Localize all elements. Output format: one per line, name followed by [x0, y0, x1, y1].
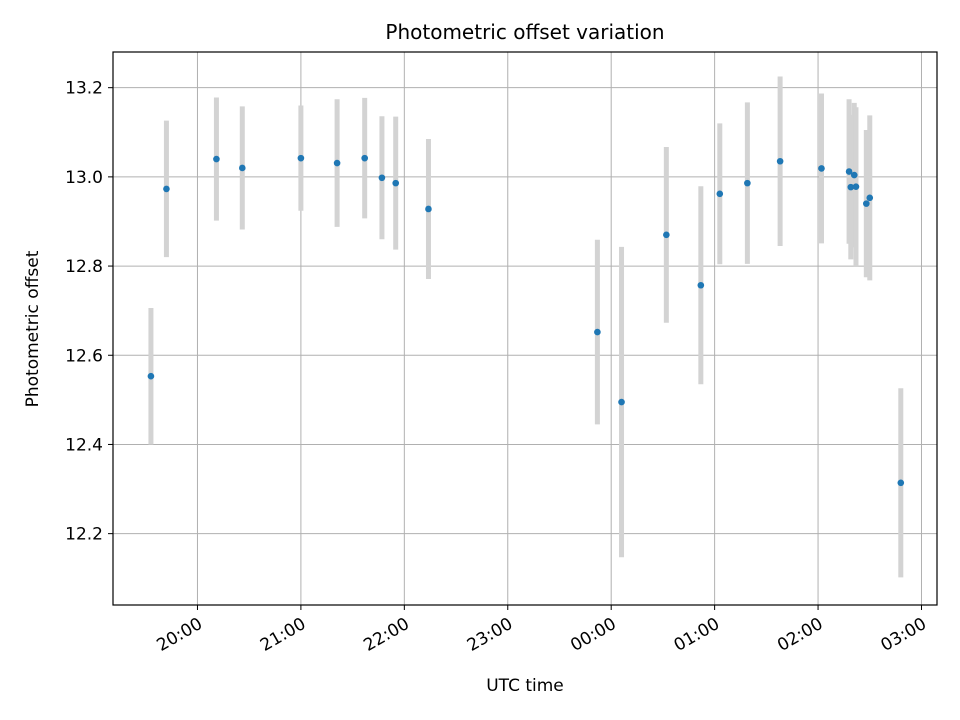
data-point: [425, 205, 432, 213]
data-point: [297, 154, 305, 162]
data-points: [147, 154, 905, 487]
y-axis-label: Photometric offset: [23, 250, 43, 407]
data-point: [716, 190, 724, 198]
y-tick-label: 13.2: [65, 79, 103, 99]
data-point: [238, 164, 246, 172]
data-point: [850, 171, 858, 179]
y-axis-ticks: 12.2 12.4 12.6 12.8 13.0 13.2: [65, 79, 113, 545]
x-axis-label: UTC time: [486, 676, 564, 696]
data-point: [378, 174, 386, 182]
data-point: [863, 200, 870, 207]
data-point: [663, 231, 670, 239]
y-tick-label: 12.4: [65, 435, 103, 455]
y-tick-label: 12.6: [65, 346, 103, 366]
data-point: [163, 185, 170, 193]
data-point: [776, 157, 784, 165]
plot-frame: [112, 51, 938, 606]
data-point: [213, 155, 220, 163]
data-point: [852, 183, 860, 190]
data-point: [333, 159, 341, 167]
data-point: [744, 179, 751, 187]
data-point: [147, 372, 155, 380]
chart-title: Photometric offset variation: [385, 20, 664, 44]
data-point: [697, 281, 705, 289]
data-point: [594, 328, 601, 336]
y-tick-label: 12.2: [65, 525, 103, 545]
data-point: [392, 179, 400, 187]
data-point: [818, 165, 825, 172]
grid: [113, 52, 937, 605]
data-point: [866, 194, 874, 202]
y-tick-label: 13.0: [65, 168, 103, 188]
data-point: [618, 398, 625, 406]
y-tick-label: 12.8: [65, 257, 103, 277]
data-point: [847, 183, 855, 191]
data-point: [361, 154, 368, 162]
data-point: [897, 479, 905, 487]
data-point: [845, 168, 853, 175]
